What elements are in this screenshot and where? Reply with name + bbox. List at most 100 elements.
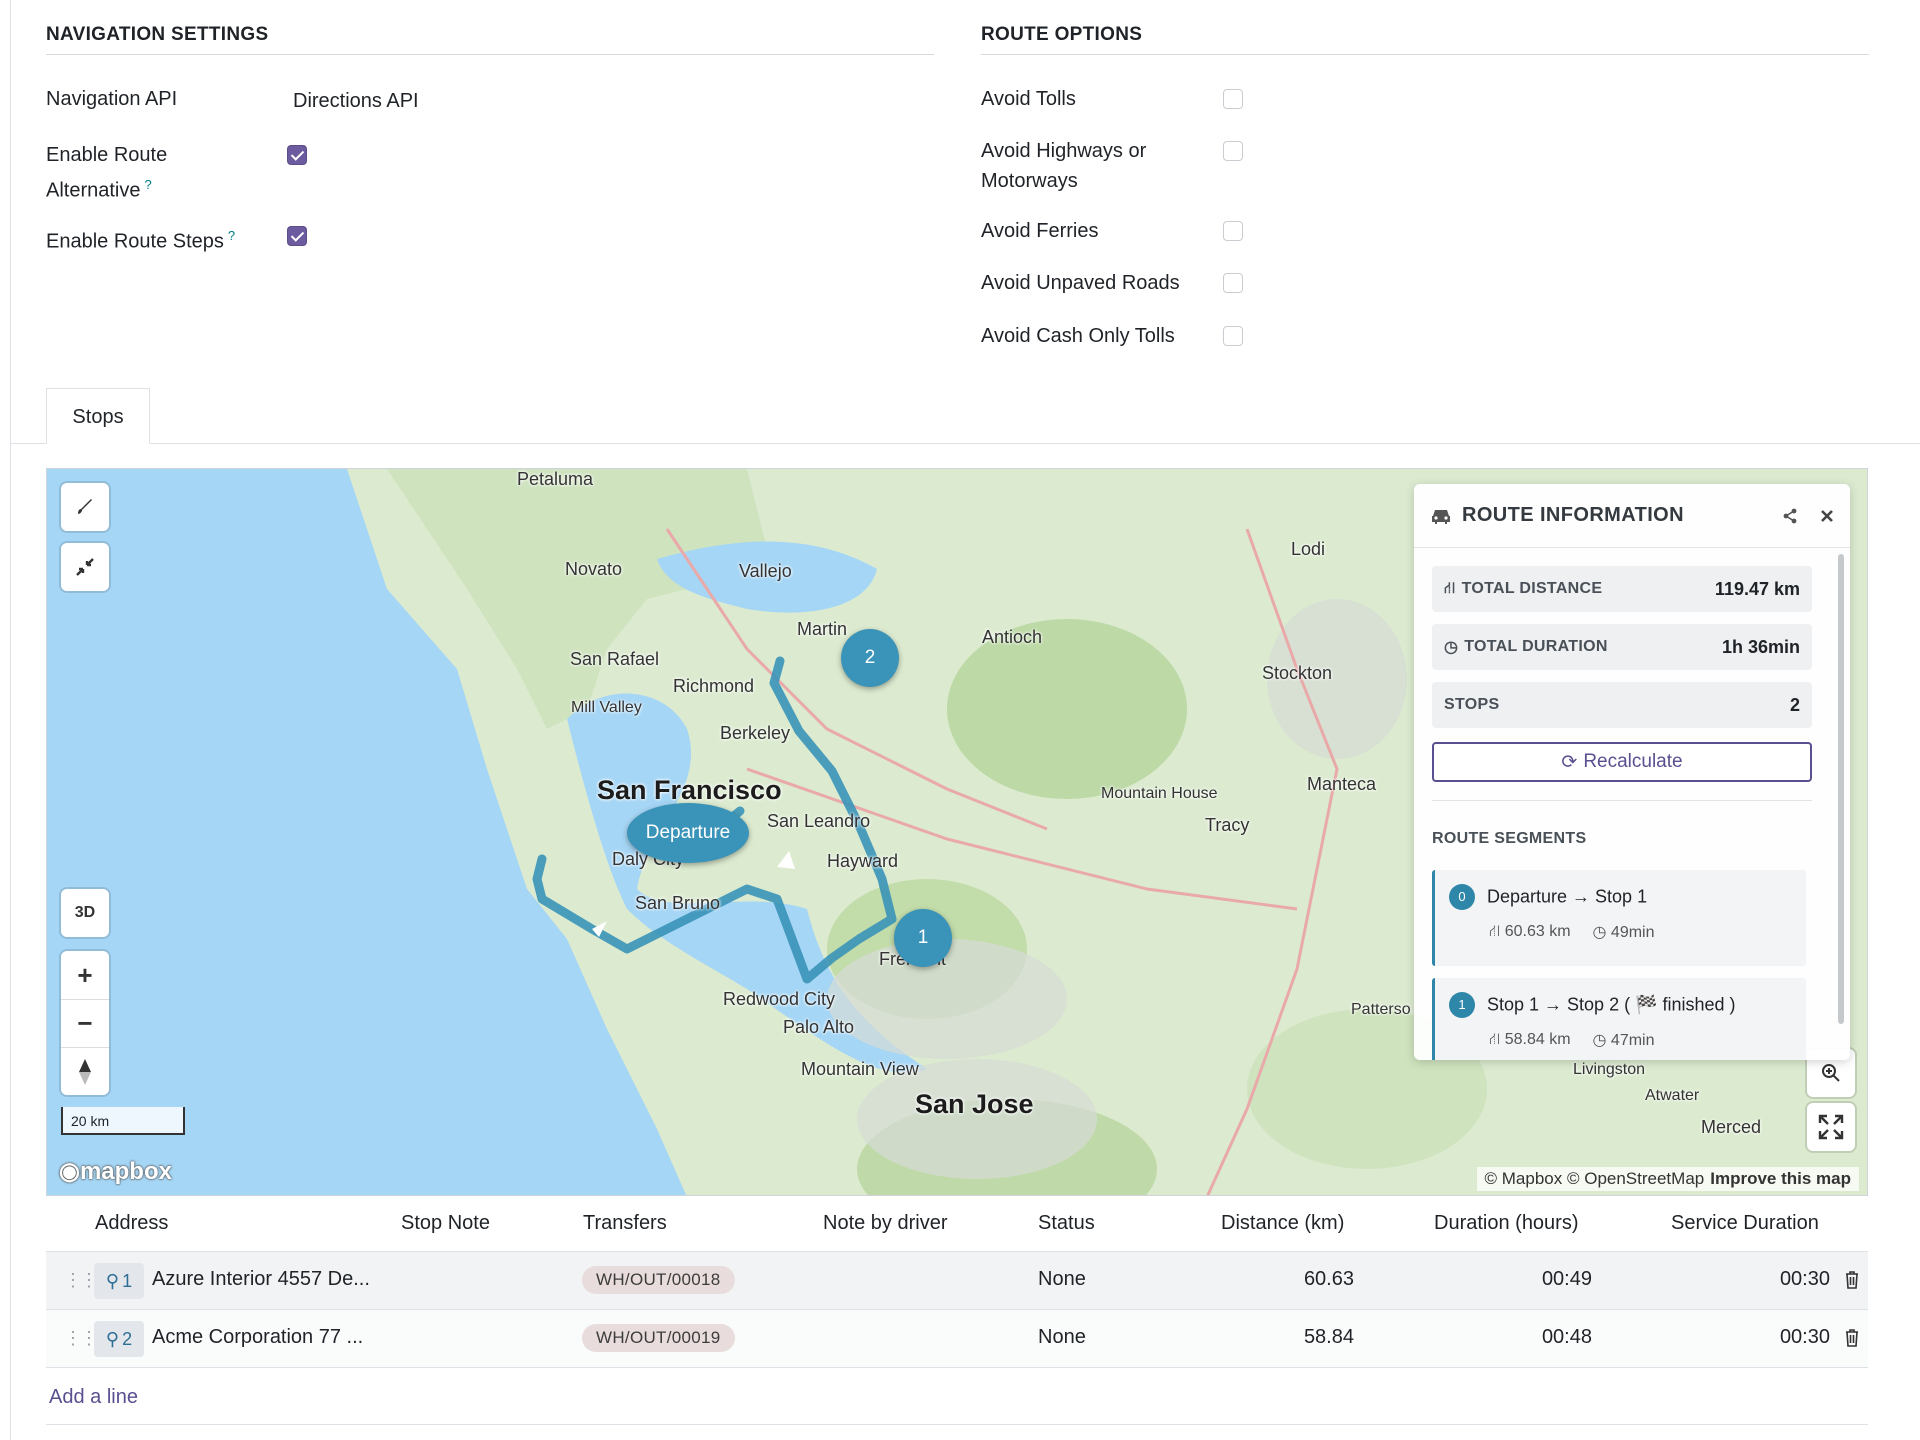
route-segment[interactable]: 0 Departure → Stop 1 ⛙ 60.63 km ◷ 49min	[1432, 870, 1806, 966]
total-duration-stat: ◷ TOTAL DURATION 1h 36min	[1432, 624, 1812, 670]
route-options-title: ROUTE OPTIONS	[981, 24, 1869, 55]
recalculate-button[interactable]: ⟳ Recalculate	[1432, 742, 1812, 782]
map-label: Livingston	[1573, 1061, 1646, 1078]
column-header[interactable]: Address	[95, 1212, 169, 1234]
collapse-icon[interactable]	[61, 543, 109, 591]
add-a-line-link[interactable]: Add a line	[49, 1386, 138, 1408]
drag-handle-icon[interactable]: ⋮⋮	[64, 1328, 98, 1348]
map-pin-icon: ⚲	[105, 1270, 120, 1291]
avoid-ferries-checkbox[interactable]	[1223, 221, 1243, 241]
route-segments-title: ROUTE SEGMENTS	[1432, 830, 1587, 847]
transfer-badge[interactable]: WH/OUT/00019	[582, 1324, 735, 1352]
column-header[interactable]: Distance (km)	[1221, 1212, 1345, 1234]
map-label: San Jose	[915, 1089, 1034, 1119]
zoom-control[interactable]: + −	[61, 951, 109, 1095]
table-row[interactable]: ⋮⋮ ⚲ 1 Azure Interior 4557 De... WH/OUT/0…	[46, 1252, 1868, 1310]
table-row[interactable]: ⋮⋮ ⚲ 2 Acme Corporation 77 ... WH/OUT/000…	[46, 1310, 1868, 1368]
departure-marker[interactable]: Departure	[627, 803, 749, 863]
help-icon[interactable]: ?	[227, 228, 236, 243]
improve-map-link[interactable]: Improve this map	[1710, 1169, 1851, 1188]
route-segment[interactable]: 1 Stop 1 → Stop 2 ( 🏁 finished ) ⛙ 58.84 …	[1432, 978, 1806, 1060]
stop-sequence[interactable]: ⚲ 1	[94, 1263, 144, 1299]
avoid-cash-tolls-label: Avoid Cash Only Tolls	[981, 325, 1175, 347]
duration-cell[interactable]: 00:48	[1541, 1326, 1592, 1348]
map-label: Mountain View	[801, 1059, 919, 1079]
table-bottom-divider	[46, 1424, 1868, 1425]
column-header[interactable]: Service Duration	[1671, 1212, 1819, 1234]
status-cell[interactable]: None	[1038, 1326, 1086, 1348]
map-label: Martin	[797, 619, 848, 639]
tab-bar	[10, 443, 1920, 444]
stop-1-marker[interactable]: 1	[894, 909, 952, 967]
avoid-cash-tolls-checkbox[interactable]	[1223, 326, 1243, 346]
segment-duration: 49min	[1610, 924, 1655, 941]
map-label: Palo Alto	[783, 1017, 855, 1037]
stop-2-marker[interactable]: 2	[841, 629, 899, 687]
avoid-unpaved-checkbox[interactable]	[1223, 273, 1243, 293]
segment-title: Stop 1 → Stop 2 ( 🏁 finished )	[1487, 994, 1736, 1015]
distance-cell[interactable]: 58.84	[1303, 1326, 1354, 1348]
address-cell[interactable]: Azure Interior 4557 De...	[152, 1268, 370, 1290]
map-label: Merced	[1701, 1117, 1762, 1137]
map-label: Manteca	[1307, 774, 1377, 794]
avoid-ferries-label: Avoid Ferries	[981, 220, 1099, 242]
stops-label: STOPS	[1444, 696, 1500, 713]
service-duration-cell[interactable]: 00:30	[1779, 1268, 1830, 1290]
collapse-control[interactable]	[61, 543, 109, 591]
total-duration-label: TOTAL DURATION	[1464, 638, 1608, 655]
service-duration-cell[interactable]: 00:30	[1779, 1326, 1830, 1348]
column-header[interactable]: Note by driver	[823, 1212, 948, 1234]
column-header[interactable]: Transfers	[583, 1212, 667, 1234]
3d-control[interactable]: 3D	[61, 889, 109, 937]
compass-icon[interactable]	[61, 1047, 109, 1095]
segment-number: 1	[1449, 992, 1475, 1018]
panel-scrollbar[interactable]	[1838, 554, 1844, 1024]
map-style-control[interactable]	[61, 483, 109, 531]
mapbox-logo[interactable]: ◉mapbox	[59, 1157, 172, 1186]
enable-route-steps-checkbox[interactable]	[287, 226, 307, 246]
duration-cell[interactable]: 00:49	[1541, 1268, 1592, 1290]
segment-number: 0	[1449, 884, 1475, 910]
total-distance-stat: ⛙ TOTAL DISTANCE 119.47 km	[1432, 566, 1812, 612]
zoom-out-button[interactable]: −	[61, 999, 109, 1047]
share-icon[interactable]	[1782, 508, 1798, 524]
enable-route-alternative-checkbox[interactable]	[287, 145, 307, 165]
map-label: Mountain House	[1101, 785, 1218, 802]
map-label: San Rafael	[570, 649, 660, 669]
transfer-badge[interactable]: WH/OUT/00018	[582, 1266, 735, 1294]
attribution-text[interactable]: © Mapbox © OpenStreetMap	[1484, 1169, 1705, 1188]
avoid-highways-checkbox[interactable]	[1223, 141, 1243, 161]
map-label: Atwater	[1645, 1087, 1700, 1104]
map-label: Lodi	[1291, 539, 1326, 559]
enable-route-alternative-label-1: Enable Route	[46, 144, 168, 166]
help-icon[interactable]: ?	[144, 177, 152, 192]
navigation-api-value[interactable]: Directions API	[293, 90, 419, 112]
fullscreen-icon[interactable]	[1807, 1103, 1855, 1151]
avoid-tolls-checkbox[interactable]	[1223, 89, 1243, 109]
address-cell[interactable]: Acme Corporation 77 ...	[152, 1326, 364, 1348]
recalculate-label: Recalculate	[1583, 751, 1683, 772]
zoom-in-button[interactable]: +	[77, 959, 93, 990]
column-header[interactable]: Duration (hours)	[1434, 1212, 1579, 1234]
clock-icon: ◷	[1592, 1032, 1611, 1049]
road-icon: ⛙	[1444, 580, 1456, 597]
road-icon: ⛙	[1489, 923, 1505, 940]
column-header[interactable]: Stop Note	[401, 1212, 490, 1234]
3d-button[interactable]: 3D	[74, 904, 96, 921]
avoid-highways-label-1: Avoid Highways or	[981, 140, 1147, 162]
stop-sequence[interactable]: ⚲ 2	[94, 1321, 144, 1357]
distance-cell[interactable]: 60.63	[1303, 1268, 1354, 1290]
close-icon[interactable]	[1820, 509, 1834, 523]
paint-brush-icon[interactable]	[61, 483, 109, 531]
trash-icon[interactable]	[1844, 1270, 1860, 1290]
enable-route-steps-text: Enable Route Steps	[46, 230, 224, 253]
tab-stops[interactable]: Stops	[46, 388, 150, 444]
drag-handle-icon[interactable]: ⋮⋮	[64, 1270, 98, 1290]
zoom-search-icon[interactable]	[1807, 1049, 1855, 1097]
stops-stat: STOPS 2	[1432, 682, 1812, 728]
status-cell[interactable]: None	[1038, 1268, 1086, 1290]
column-header[interactable]: Status	[1038, 1212, 1095, 1234]
segment-duration: 47min	[1610, 1032, 1655, 1049]
trash-icon[interactable]	[1844, 1328, 1860, 1348]
fullscreen-control[interactable]	[1807, 1103, 1855, 1151]
